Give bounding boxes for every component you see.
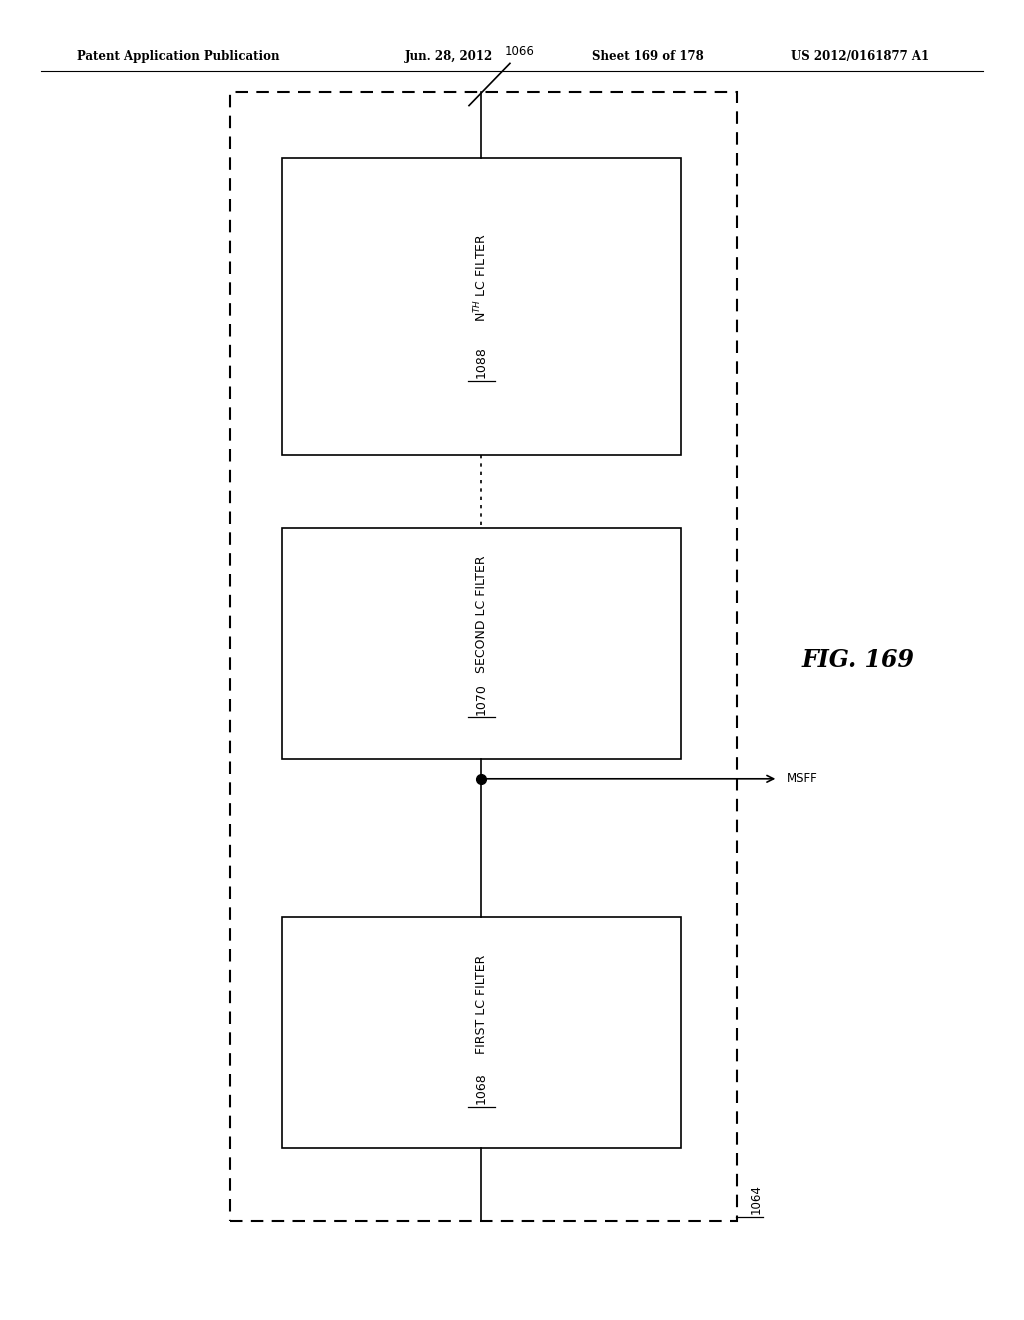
Text: FIG. 169: FIG. 169 <box>802 648 914 672</box>
Bar <box>282 158 681 455</box>
Bar <box>282 917 681 1148</box>
Text: N$^{TH}$ LC FILTER: N$^{TH}$ LC FILTER <box>473 234 489 322</box>
Text: Sheet 169 of 178: Sheet 169 of 178 <box>592 50 703 63</box>
Text: US 2012/0161877 A1: US 2012/0161877 A1 <box>791 50 929 63</box>
Text: 1064: 1064 <box>750 1184 763 1214</box>
Bar <box>282 528 681 759</box>
Text: 1066: 1066 <box>505 45 535 58</box>
Bar <box>230 92 737 1221</box>
Text: FIRST LC FILTER: FIRST LC FILTER <box>475 954 487 1053</box>
Text: SECOND LC FILTER: SECOND LC FILTER <box>475 556 487 673</box>
Text: 1088: 1088 <box>475 346 487 379</box>
Text: Jun. 28, 2012: Jun. 28, 2012 <box>404 50 493 63</box>
Text: 1068: 1068 <box>475 1072 487 1105</box>
Text: MSFF: MSFF <box>786 772 817 785</box>
Text: Patent Application Publication: Patent Application Publication <box>77 50 280 63</box>
Text: 1070: 1070 <box>475 682 487 715</box>
